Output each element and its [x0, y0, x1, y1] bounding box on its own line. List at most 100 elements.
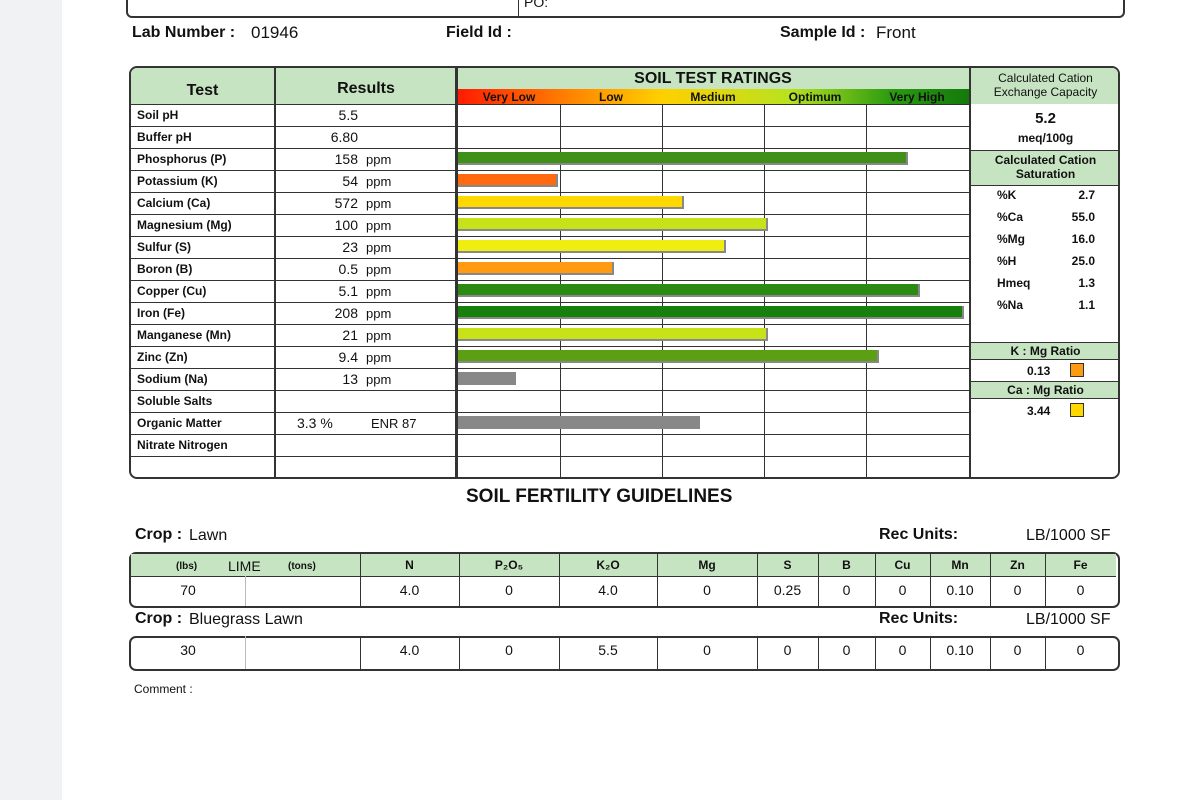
row-divider [131, 346, 969, 347]
crop-column-divider [875, 552, 876, 606]
test-name: Iron (Fe) [137, 306, 185, 320]
test-name: Potassium (K) [137, 174, 218, 188]
saturation-value: 2.7 [1078, 188, 1095, 202]
row-divider [131, 412, 969, 413]
test-name: Sulfur (S) [137, 240, 191, 254]
rating-level-label: Medium [690, 90, 736, 104]
result-value: 208 [334, 305, 358, 321]
sample-id-value: Front [876, 23, 916, 42]
rating-bar [458, 372, 516, 385]
saturation-label: %Na [997, 298, 1024, 312]
crop-value-lime-lbs: 70 [180, 582, 196, 598]
result-value: 100 [334, 217, 358, 233]
rating-bar [458, 240, 726, 253]
test-name: Phosphorus (P) [137, 152, 227, 166]
result-value: 23 [342, 239, 358, 255]
saturation-label: %Ca [997, 210, 1024, 224]
result-value: 21 [342, 327, 358, 343]
column-divider [456, 68, 458, 477]
cec-title: Calculated Cation Exchange Capacity [993, 71, 1098, 99]
crop-column-divider [1045, 552, 1046, 606]
result-value: 13 [342, 371, 358, 387]
crop-column-divider [459, 552, 460, 606]
nutrient-header: Fe [1073, 558, 1088, 572]
crop-column-divider [559, 552, 560, 606]
result-unit: ppm [366, 262, 392, 277]
rating-level-label: Optimum [788, 90, 842, 104]
crop-column-divider [245, 576, 246, 606]
crop-value-n: 4.0 [399, 642, 420, 658]
comment-label: Comment : [134, 682, 193, 696]
nutrient-header: N [405, 558, 414, 572]
result-value: 9.4 [338, 349, 358, 365]
rec-units-value: LB/1000 SF [1026, 611, 1111, 628]
saturation-value: 1.3 [1078, 276, 1095, 290]
row-divider [131, 236, 969, 237]
lab-number-label: Lab Number : [132, 24, 236, 41]
test-name: Organic Matter [137, 416, 222, 430]
crop-value-k: 4.0 [598, 582, 618, 598]
rating-bar [458, 262, 614, 275]
rating-bar [458, 306, 964, 319]
row-divider [131, 390, 969, 391]
crop-value-zn: 0 [1013, 582, 1022, 598]
column-divider [274, 68, 276, 477]
crop-header-bg [131, 554, 1116, 576]
result-value: 5.5 [338, 107, 358, 123]
row-divider [131, 126, 969, 127]
saturation-label: Hmeq [997, 276, 1031, 290]
crop-column-divider [245, 636, 246, 669]
lime-label: LIME [228, 558, 261, 574]
result-unit: ppm [366, 372, 392, 387]
saturation-label: %K [997, 188, 1017, 202]
saturation-value: 55.0 [1071, 210, 1095, 224]
saturation-header-bg [971, 150, 1118, 186]
result-value: 6.80 [330, 129, 358, 145]
crop-column-divider [657, 552, 658, 606]
lime-tons-label: (tons) [288, 561, 316, 572]
crop-column-divider [559, 636, 560, 669]
crop-value-cu: 0 [898, 582, 907, 598]
row-divider [131, 258, 969, 259]
crop-value-fe: 0 [1076, 642, 1085, 658]
nutrient-header: K₂O [596, 558, 620, 572]
result-value: 0.5 [338, 261, 358, 277]
crop-value-mg: 0 [703, 642, 711, 658]
row-divider [131, 456, 969, 457]
saturation-value: 16.0 [1071, 232, 1095, 246]
kmg-header-bg [971, 342, 1118, 360]
row-divider [131, 434, 969, 435]
result-unit: ppm [366, 240, 392, 255]
crop-column-divider [360, 636, 361, 669]
rating-bar [458, 152, 908, 165]
cec-header-bg [971, 68, 1118, 104]
nutrient-header: Mg [698, 558, 716, 572]
crop-value-mn: 0.10 [946, 642, 974, 658]
result-unit: ppm [366, 174, 392, 189]
crop-value-s: 0.25 [773, 582, 802, 598]
field-id-label: Field Id : [446, 24, 512, 41]
result-value: 572 [334, 195, 358, 211]
crop-value-p: 0 [505, 642, 513, 658]
crop-column-divider [757, 552, 758, 606]
row-divider [131, 280, 969, 281]
row-divider [131, 324, 969, 325]
crop-table [129, 636, 1120, 671]
rating-bar [458, 284, 920, 297]
rating-bar [458, 350, 879, 363]
cec-unit: meq/100g [1017, 131, 1074, 145]
result-unit: ppm [366, 306, 392, 321]
crop-column-divider [990, 636, 991, 669]
crop-column-divider [757, 636, 758, 669]
crop-value-fe: 0 [1076, 582, 1085, 598]
kmg-swatch [1070, 363, 1084, 377]
nutrient-header: P₂O₅ [494, 558, 524, 572]
crop-value-lime-lbs: 30 [180, 642, 196, 658]
nutrient-header: Mn [951, 558, 969, 572]
result-value: 5.1 [338, 283, 358, 299]
crop-column-divider [930, 552, 931, 606]
crop-label: Crop : [135, 610, 183, 627]
crop-value-k: 5.5 [598, 642, 618, 658]
saturation-value: 1.1 [1078, 298, 1095, 312]
nutrient-header: B [842, 558, 851, 572]
